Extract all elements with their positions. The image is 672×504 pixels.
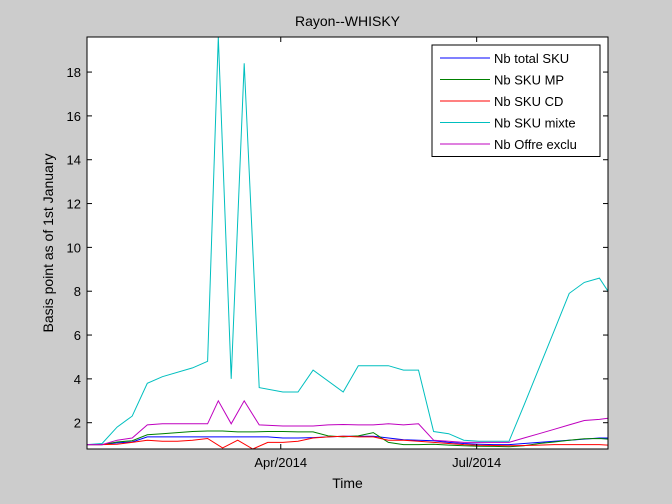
y-axis: 2 4 6 8 10 12 14 16 18 <box>67 65 608 431</box>
legend-label-nb-sku-mp: Nb SKU MP <box>494 73 564 88</box>
y-tick-label: 2 <box>74 416 81 431</box>
x-axis: Apr/2014 Jul/2014 <box>254 37 501 470</box>
legend-label-nb-sku-cd: Nb SKU CD <box>494 94 563 109</box>
y-axis-title: Basis point as of 1st January <box>40 154 56 333</box>
legend-label-nb-offre-exclu: Nb Offre exclu <box>494 137 577 152</box>
x-tick-label: Jul/2014 <box>452 455 501 470</box>
y-tick-label: 6 <box>74 328 81 343</box>
y-tick-label: 4 <box>74 372 81 387</box>
y-tick-label: 12 <box>67 197 81 212</box>
y-tick-label: 14 <box>67 153 81 168</box>
series-line-nb-sku-mixte <box>87 37 608 446</box>
legend: Nb total SKU Nb SKU MP Nb SKU CD Nb SKU mix… <box>431 44 601 157</box>
chart-title: Rayon--WHISKY <box>295 13 401 29</box>
series-line-nb-sku-cd <box>87 435 608 449</box>
x-axis-title: Time <box>332 475 363 491</box>
y-tick-label: 16 <box>67 109 81 124</box>
x-tick-label: Apr/2014 <box>254 455 307 470</box>
y-tick-label: 8 <box>74 284 81 299</box>
series-layer <box>87 37 608 449</box>
y-tick-label: 10 <box>67 240 81 255</box>
plot-frame <box>86 36 609 450</box>
legend-label-nb-sku-mixte: Nb SKU mixte <box>494 116 576 131</box>
series-line-nb-offre-exclu <box>87 399 608 446</box>
y-tick-label: 18 <box>67 65 81 80</box>
legend-label-nb-total-sku: Nb total SKU <box>494 51 569 66</box>
